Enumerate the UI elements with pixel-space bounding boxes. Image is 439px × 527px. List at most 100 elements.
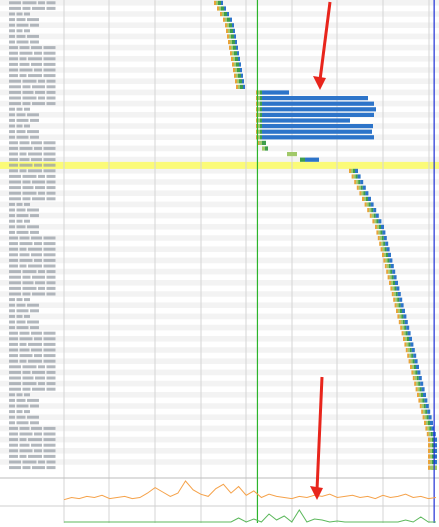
request-bar-ttfb <box>373 213 376 218</box>
request-bar-download <box>262 118 350 123</box>
row-stripe <box>0 414 439 420</box>
request-label <box>24 219 30 223</box>
request-bar-ttfb <box>432 437 434 442</box>
request-label <box>38 382 45 386</box>
request-label <box>16 314 23 318</box>
request-label <box>43 331 56 335</box>
request-bar-download <box>392 269 396 274</box>
request-bar-ttfb <box>260 124 262 129</box>
request-label <box>34 68 42 72</box>
request-label <box>38 365 45 369</box>
request-bar-ttfb <box>360 185 363 190</box>
request-label <box>9 382 21 386</box>
request-bar-connect <box>430 443 432 448</box>
request-label <box>43 443 56 447</box>
request-label <box>22 286 37 290</box>
request-label <box>32 197 45 201</box>
request-bar-ttfb <box>407 336 409 341</box>
request-label <box>9 281 21 285</box>
request-bar-download <box>362 185 366 190</box>
request-bar-download <box>262 135 374 140</box>
request-label <box>28 57 42 61</box>
request-label <box>46 191 56 195</box>
request-bar-ttfb <box>394 286 397 291</box>
request-bar-ttfb <box>383 241 386 246</box>
request-label <box>43 62 56 66</box>
request-label <box>27 130 39 134</box>
request-label <box>16 415 26 419</box>
row-stripe <box>0 112 439 118</box>
row-stripe <box>0 190 439 196</box>
request-bar-dns <box>225 23 227 28</box>
request-label <box>16 404 29 408</box>
request-bar-download <box>360 180 364 185</box>
request-bar-download <box>357 174 361 179</box>
request-bar-ttfb <box>401 314 404 319</box>
request-bar-dns <box>405 348 408 353</box>
request-label <box>9 236 18 240</box>
request-bar-download <box>396 286 400 291</box>
request-label <box>9 12 15 16</box>
request-label <box>16 320 26 324</box>
request-label <box>28 74 42 78</box>
request-bar-download <box>388 252 391 257</box>
request-label <box>19 236 30 240</box>
request-bar-download <box>395 280 398 285</box>
request-label <box>43 158 56 162</box>
request-bar-ttfb <box>234 51 237 56</box>
request-bar-ttfb <box>430 432 433 437</box>
request-bar-ttfb <box>414 364 416 369</box>
request-label <box>9 258 18 262</box>
request-bar-download <box>411 348 415 353</box>
request-bar-download <box>238 56 240 61</box>
request-bar-connect <box>231 45 233 50</box>
request-bar-download <box>378 219 382 224</box>
request-bar-download <box>381 224 384 229</box>
request-bar-ttfb <box>379 224 381 229</box>
request-label <box>9 225 15 229</box>
request-bar-dns <box>235 79 237 84</box>
request-bar-connect <box>258 101 260 106</box>
request-label <box>9 79 21 83</box>
request-label <box>9 124 15 128</box>
request-bar-connect <box>258 90 260 95</box>
request-bar-connect <box>356 180 359 185</box>
request-label <box>9 6 21 10</box>
row-stripe <box>0 168 439 174</box>
request-bar-ttfb <box>260 112 262 117</box>
request-label <box>19 337 33 341</box>
request-bar-download <box>235 40 237 45</box>
request-label <box>24 393 30 397</box>
request-label <box>19 152 27 156</box>
request-bar-ttfb <box>260 107 262 112</box>
request-label <box>43 247 56 251</box>
request-bar-download <box>403 314 407 319</box>
request-bar-dns <box>404 342 407 347</box>
row-stripe <box>0 246 439 252</box>
request-label <box>43 258 56 262</box>
request-label <box>9 320 15 324</box>
request-bar-download <box>370 202 374 207</box>
request-bar-ttfb <box>398 303 401 308</box>
request-label <box>16 135 29 139</box>
request-bar-dns <box>220 12 222 17</box>
request-bar-ttfb <box>380 230 383 235</box>
request-label <box>9 219 15 223</box>
request-bar-dns <box>364 202 367 207</box>
request-bar-download <box>382 230 386 235</box>
request-bar-dns <box>356 185 359 190</box>
request-label <box>43 438 56 442</box>
request-bar-connect <box>287 152 297 157</box>
request-bar-connect <box>353 174 356 179</box>
request-label <box>38 191 45 195</box>
request-bar-connect <box>419 392 421 397</box>
request-bar-download <box>262 101 374 106</box>
request-label <box>9 191 21 195</box>
request-label <box>9 130 15 134</box>
request-label <box>43 454 56 458</box>
request-label <box>31 426 42 430</box>
request-label <box>22 85 31 89</box>
request-label <box>32 292 45 296</box>
request-bar-ttfb <box>237 68 240 73</box>
request-bar-connect <box>398 308 400 313</box>
